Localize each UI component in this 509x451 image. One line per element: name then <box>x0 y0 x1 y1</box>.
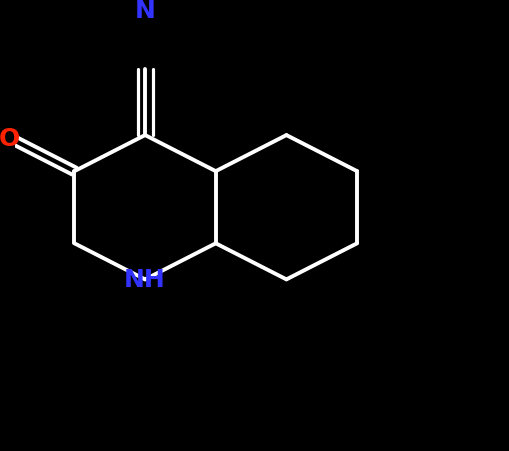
Text: NH: NH <box>124 268 165 292</box>
Text: O: O <box>0 127 20 151</box>
Text: N: N <box>134 0 155 23</box>
